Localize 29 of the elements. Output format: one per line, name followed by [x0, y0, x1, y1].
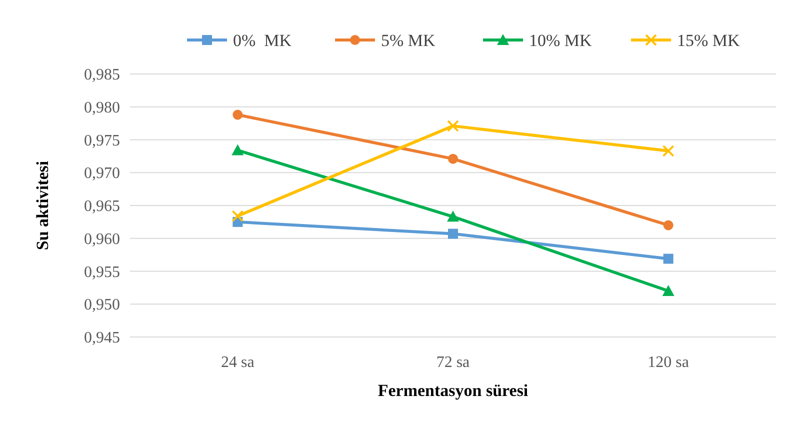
point	[447, 120, 459, 132]
y-tick-label: 0,970	[84, 165, 120, 182]
point	[662, 284, 674, 296]
point	[663, 220, 674, 230]
legend-label: 10% MK	[529, 30, 593, 50]
point	[232, 144, 244, 156]
x-tick-label: 24 sa	[221, 354, 254, 371]
x-tick-label: 72 sa	[436, 354, 470, 371]
point	[232, 210, 244, 222]
point	[448, 228, 458, 239]
legend-label: 0% MK	[233, 30, 292, 50]
point	[448, 154, 458, 164]
point	[447, 210, 459, 222]
y-tick-label: 0,960	[84, 230, 120, 248]
legend-label: 5% MK	[381, 30, 436, 50]
legend-label: 15% MK	[677, 30, 741, 50]
point	[663, 254, 674, 264]
y-tick-label: 0,985	[84, 66, 120, 84]
y-tick-label: 0,975	[84, 132, 120, 150]
x-tick-label: 120 sa	[648, 354, 689, 371]
y-tick-label: 0,965	[84, 198, 120, 216]
y-tick-label: 0,980	[84, 99, 120, 116]
x-axis-title: Fermentasyon süresi	[378, 381, 528, 400]
y-axis-title: Su aktivitesi	[33, 160, 52, 250]
y-tick-label: 0,945	[84, 330, 120, 347]
point	[232, 110, 243, 120]
y-tick-label: 0,955	[84, 264, 120, 281]
y-tick-label: 0,950	[84, 296, 120, 314]
point	[662, 144, 674, 157]
